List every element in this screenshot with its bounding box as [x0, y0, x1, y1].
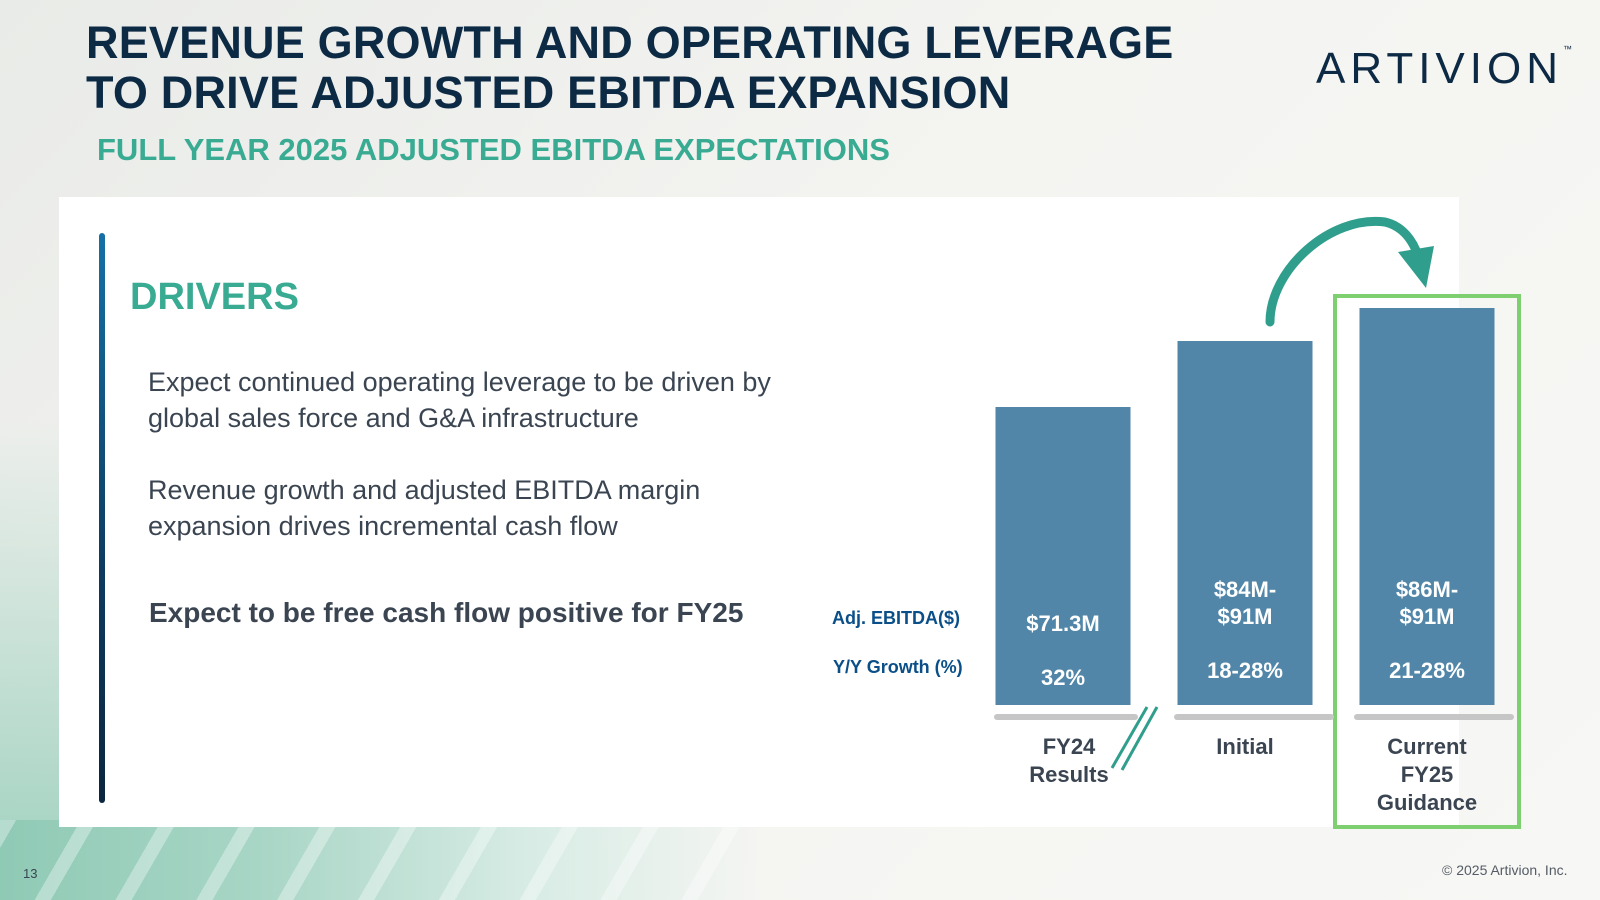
page-subtitle: FULL YEAR 2025 ADJUSTED EBITDA EXPECTATI… — [97, 132, 890, 167]
slide-number: 13 — [23, 866, 38, 881]
driver-point-1-line-1: Expect continued operating leverage to b… — [148, 367, 771, 397]
growth-label: 21-28% — [1389, 658, 1465, 683]
copyright-text: © 2025 Artivion, Inc. — [1442, 862, 1568, 878]
driver-point-1: Expect continued operating leverage to b… — [148, 364, 771, 436]
drivers-heading: DRIVERS — [130, 276, 299, 318]
accent-vertical-bar — [99, 233, 105, 803]
growth-arrow-icon — [1265, 216, 1425, 327]
driver-point-2-line-2: expansion drives incremental cash flow — [148, 511, 618, 541]
logo-text: ARTIVION — [1316, 44, 1564, 93]
category-label: Initial — [1216, 734, 1273, 759]
ebitda-label: $86M- — [1396, 577, 1458, 602]
driver-point-3: Expect to be free cash flow positive for… — [149, 597, 744, 628]
arrow-head-icon — [1398, 246, 1434, 288]
axis-break-mark-2 — [1120, 706, 1159, 771]
ebitda-label: $84M- — [1214, 577, 1276, 602]
ebitda-label: $91M — [1217, 604, 1272, 629]
background-decoration — [0, 420, 60, 840]
page-title: REVENUE GROWTH AND OPERATING LEVERAGE TO… — [86, 18, 1173, 118]
ebitda-label: $71.3M — [1026, 611, 1099, 636]
driver-point-2: Revenue growth and adjusted EBITDA margi… — [148, 472, 700, 544]
driver-point-2-line-1: Revenue growth and adjusted EBITDA margi… — [148, 475, 701, 505]
guidance-highlight-box — [1333, 294, 1521, 829]
title-line-1: REVENUE GROWTH AND OPERATING LEVERAGE — [86, 17, 1174, 68]
category-label: FY25 — [1401, 762, 1454, 787]
ebitda-label: $91M — [1399, 604, 1454, 629]
bar-initial — [1177, 341, 1313, 705]
bar-current — [1359, 308, 1495, 705]
category-label: FY24 — [1043, 734, 1096, 759]
growth-row-label: Y/Y Growth (%) — [833, 657, 963, 677]
growth-label: 32% — [1041, 665, 1085, 690]
growth-label: 18-28% — [1207, 658, 1283, 683]
driver-point-1-line-2: global sales force and G&A infrastructur… — [148, 403, 639, 433]
category-label: Results — [1029, 762, 1108, 787]
title-line-2: TO DRIVE ADJUSTED EBITDA EXPANSION — [86, 67, 1011, 118]
artivion-logo: ARTIVION™ — [1316, 44, 1572, 94]
logo-trademark: ™ — [1563, 44, 1573, 54]
bar-fy24 — [995, 407, 1131, 705]
category-label: Current — [1387, 734, 1467, 759]
ebitda-row-label: Adj. EBITDA($) — [832, 608, 960, 628]
axis-break-mark-1 — [1110, 706, 1149, 769]
category-label: Guidance — [1377, 790, 1477, 815]
footer-stripe-decoration — [0, 820, 760, 900]
